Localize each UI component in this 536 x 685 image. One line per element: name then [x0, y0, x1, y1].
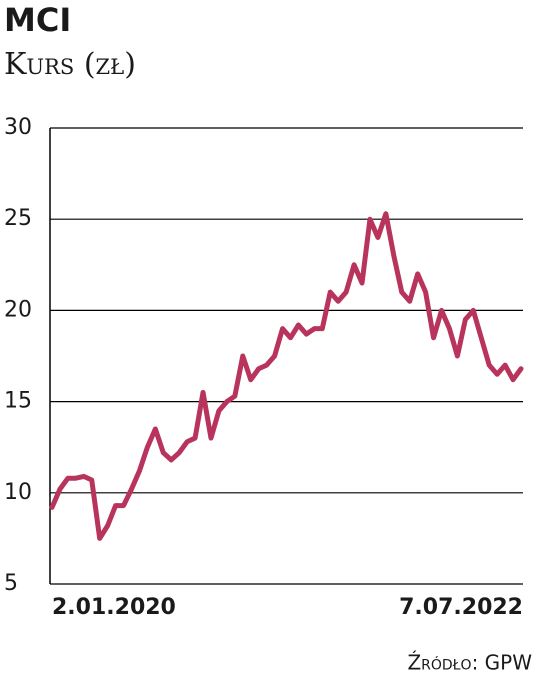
source: Źródło: GPW [407, 651, 532, 675]
y-tick-label: 10 [4, 480, 32, 505]
y-tick-label: 30 [4, 115, 32, 140]
y-tick-label: 15 [4, 389, 32, 414]
chart-subtitle: Kurs (zł) [4, 47, 136, 82]
x-tick-label: 7.07.2022 [399, 595, 523, 620]
x-tick-label: 2.01.2020 [52, 595, 176, 620]
chart-title: MCI [4, 1, 71, 39]
line-series [49, 211, 524, 541]
y-tick-label: 25 [4, 206, 32, 231]
y-tick-label: 20 [4, 297, 32, 322]
y-tick-label: 5 [4, 571, 18, 596]
